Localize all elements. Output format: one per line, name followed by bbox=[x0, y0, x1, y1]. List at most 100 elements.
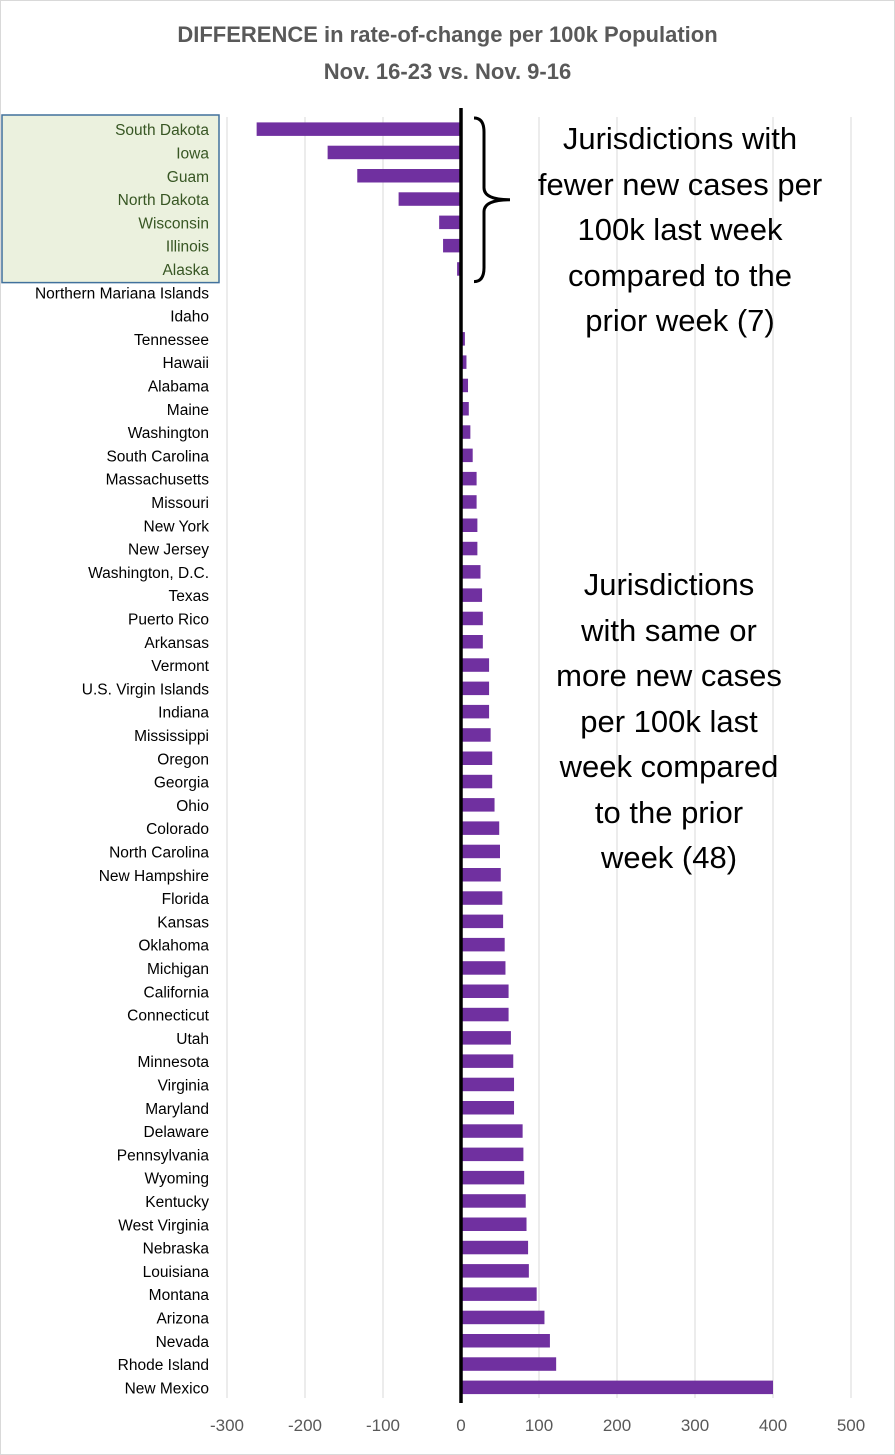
annotation-line: with same or bbox=[581, 612, 757, 648]
bar-pennsylvania bbox=[461, 1147, 524, 1162]
annotation-more-cases: Jurisdictions with same or more new cases p… bbox=[520, 562, 818, 881]
bar-minnesota bbox=[461, 1054, 514, 1068]
category-label-connecticut: Connecticut bbox=[127, 1008, 210, 1025]
bar-alabama bbox=[461, 378, 469, 393]
bar-washington-d-c bbox=[461, 565, 481, 579]
bar-colorado bbox=[461, 821, 500, 835]
bar-vermont bbox=[461, 658, 490, 672]
category-label-west-virginia: West Virginia bbox=[118, 1217, 209, 1234]
bar-nebraska bbox=[461, 1240, 529, 1255]
category-label-ohio: Ohio bbox=[176, 798, 209, 815]
annotation-line: prior week (7) bbox=[585, 303, 775, 338]
category-label-georgia: Georgia bbox=[154, 775, 210, 792]
category-label-south-carolina: South Carolina bbox=[106, 448, 209, 465]
bar-kentucky bbox=[461, 1194, 526, 1208]
category-label-utah: Utah bbox=[176, 1031, 209, 1048]
annotation-line: week compared bbox=[559, 749, 779, 784]
category-label-tennessee: Tennessee bbox=[134, 332, 209, 349]
x-tick-labels: -300 -200 -100 0 100 200 300 400 500 bbox=[210, 1416, 865, 1435]
category-label-massachusetts: Massachusetts bbox=[106, 472, 210, 489]
category-labels: South Dakota Iowa Guam North Dakota Wisconsi… bbox=[35, 122, 210, 1397]
bar-missouri bbox=[461, 495, 477, 509]
bar-kansas bbox=[461, 914, 504, 929]
category-label-washington-d-c: Washington, D.C. bbox=[88, 565, 209, 582]
bar-california bbox=[461, 984, 509, 998]
category-label-illinois: Illinois bbox=[166, 239, 209, 256]
x-tick-label: -100 bbox=[366, 1416, 400, 1435]
annotation-line: more new cases bbox=[556, 658, 782, 693]
category-label-michigan: Michigan bbox=[147, 961, 209, 978]
annotation-line: Jurisdictions with bbox=[562, 121, 798, 156]
bar-tennessee bbox=[461, 332, 465, 346]
category-label-nevada: Nevada bbox=[156, 1334, 210, 1351]
bar-wisconsin bbox=[439, 215, 461, 230]
bar-oklahoma bbox=[461, 937, 505, 952]
category-label-wisconsin: Wisconsin bbox=[138, 215, 209, 232]
category-label-new-jersey: New Jersey bbox=[128, 542, 209, 559]
bar-north-carolina bbox=[461, 844, 500, 859]
bar-new-mexico bbox=[461, 1380, 773, 1395]
x-tick-label: 100 bbox=[525, 1416, 553, 1435]
x-tick-label: -300 bbox=[210, 1416, 244, 1435]
category-label-new-york: New York bbox=[144, 518, 210, 535]
category-label-new-hampshire: New Hampshire bbox=[99, 868, 209, 885]
category-label-wyoming: Wyoming bbox=[145, 1171, 209, 1188]
bar-new-hampshire bbox=[461, 868, 501, 882]
bar-hawaii bbox=[461, 355, 467, 369]
category-label-alaska: Alaska bbox=[162, 262, 209, 279]
bar-maine bbox=[461, 402, 469, 416]
highlight-box bbox=[1, 114, 220, 284]
category-label-iowa: Iowa bbox=[176, 145, 209, 162]
annotation-line: 100k last week bbox=[577, 212, 783, 247]
chart-title: DIFFERENCE in rate-of-change per 100k Po… bbox=[177, 22, 718, 47]
x-tick-label: 300 bbox=[681, 1416, 709, 1435]
bar-arizona bbox=[461, 1310, 545, 1325]
category-label-missouri: Missouri bbox=[151, 495, 209, 512]
bar-florida bbox=[461, 891, 503, 905]
category-label-south-dakota: South Dakota bbox=[115, 122, 209, 139]
category-label-guam: Guam bbox=[167, 169, 209, 186]
bar-michigan bbox=[461, 961, 506, 975]
curly-brace bbox=[473, 116, 511, 284]
category-label-rhode-island: Rhode Island bbox=[118, 1357, 209, 1374]
annotation-line: fewer new cases per bbox=[537, 166, 823, 202]
x-tick-label: -200 bbox=[288, 1416, 322, 1435]
category-label-puerto-rico: Puerto Rico bbox=[128, 611, 209, 628]
bar-new-jersey bbox=[461, 541, 478, 556]
bar-washington bbox=[461, 425, 471, 439]
bar-wyoming bbox=[461, 1170, 525, 1185]
category-label-vermont: Vermont bbox=[151, 658, 209, 675]
bar-nevada bbox=[461, 1334, 550, 1348]
annotation-fewer-cases: Jurisdictions with fewer new cases per 100… bbox=[520, 116, 840, 344]
bar-virginia bbox=[461, 1077, 515, 1092]
category-label-delaware: Delaware bbox=[144, 1124, 209, 1141]
bar-ohio bbox=[461, 798, 495, 812]
category-label-north-dakota: North Dakota bbox=[118, 192, 210, 209]
bar-alaska bbox=[457, 262, 461, 276]
category-label-maryland: Maryland bbox=[145, 1101, 209, 1118]
category-label-oklahoma: Oklahoma bbox=[138, 938, 209, 955]
bar-puerto-rico bbox=[461, 611, 483, 626]
bar-louisiana bbox=[461, 1264, 529, 1278]
category-label-northern-mariana-islands: Northern Mariana Islands bbox=[35, 285, 209, 302]
bar-indiana bbox=[461, 704, 490, 719]
gridlines bbox=[226, 117, 852, 1398]
bar-mississippi bbox=[461, 728, 491, 742]
category-label-u-s-virgin-islands: U.S. Virgin Islands bbox=[82, 681, 209, 698]
bar-guam bbox=[357, 169, 461, 183]
bar-north-dakota bbox=[398, 192, 461, 206]
annotation-line: per 100k last bbox=[580, 703, 758, 739]
bar-iowa bbox=[327, 145, 461, 160]
bar-delaware bbox=[461, 1124, 523, 1138]
annotation-line: week (48) bbox=[600, 840, 738, 875]
category-label-kansas: Kansas bbox=[157, 914, 209, 931]
category-label-california: California bbox=[144, 984, 210, 1001]
category-label-florida: Florida bbox=[162, 891, 210, 908]
x-tick-label: 500 bbox=[837, 1416, 865, 1435]
category-label-idaho: Idaho bbox=[170, 309, 209, 326]
bar-connecticut bbox=[461, 1007, 509, 1022]
bar-rhode-island bbox=[461, 1357, 557, 1371]
category-label-minnesota: Minnesota bbox=[137, 1054, 209, 1071]
bar-south-dakota bbox=[256, 122, 461, 136]
